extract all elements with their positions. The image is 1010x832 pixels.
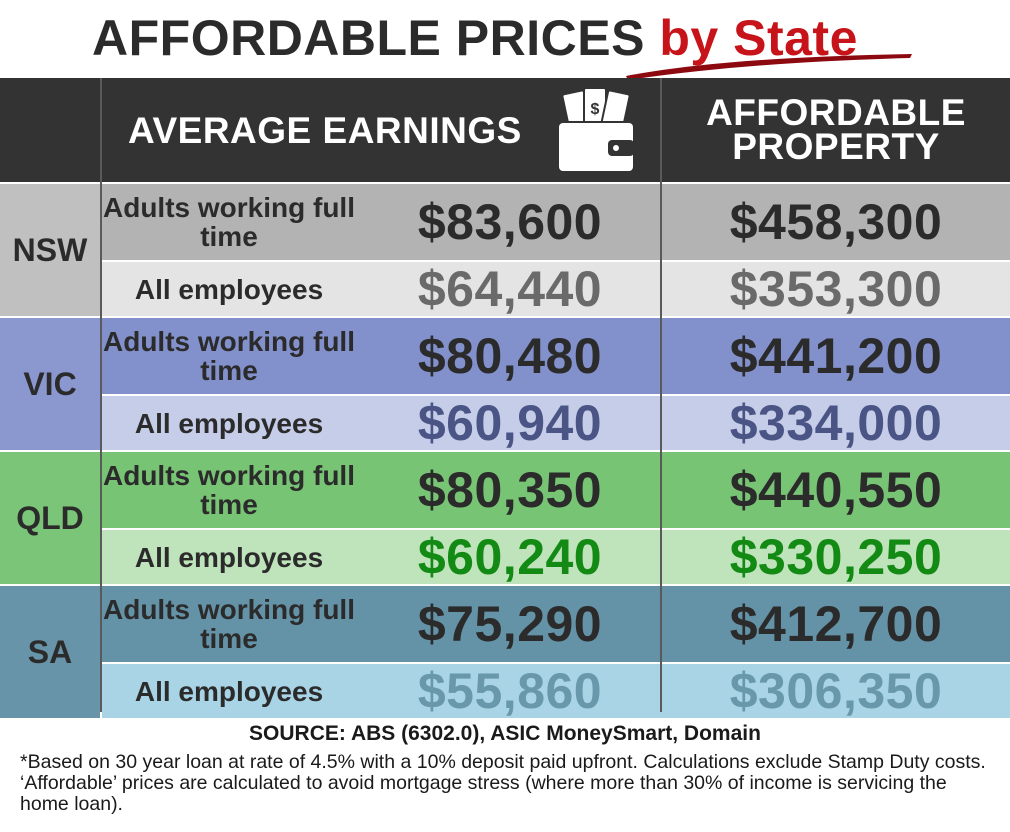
property-value: $441,200 [729, 328, 943, 384]
row-label: Adults working full time [103, 326, 355, 386]
earnings-value: $60,240 [417, 529, 603, 585]
table-row: All employees $60,240 $330,250 [102, 529, 1010, 585]
row-label: All employees [134, 541, 324, 573]
header-blank-cell [0, 78, 100, 182]
footnote: *Based on 30 year loan at rate of 4.5% w… [20, 751, 986, 815]
property-value: $334,000 [729, 395, 943, 451]
table-row: All employees $55,860 $306,350 [102, 663, 1010, 719]
column-divider [660, 78, 662, 712]
state-label-sa: SA [0, 586, 100, 718]
row-label: Adults working full time [103, 594, 355, 654]
property-value: $330,250 [729, 529, 943, 585]
state-label-nsw: NSW [0, 184, 100, 316]
row-label: All employees [134, 407, 324, 439]
table-row: All employees $64,440 $353,300 [102, 261, 1010, 317]
column-divider [100, 78, 102, 712]
header-property-cell: AFFORDABLE PROPERTY [662, 78, 1010, 182]
property-value: $353,300 [729, 261, 943, 317]
property-value: $306,350 [729, 663, 943, 719]
source-line: SOURCE: ABS (6302.0), ASIC MoneySmart, D… [249, 722, 761, 745]
page-title: AFFORDABLE PRICES by State [92, 8, 858, 68]
row-label: All employees [134, 273, 324, 305]
earnings-value: $60,940 [417, 395, 603, 451]
property-value: $458,300 [729, 194, 943, 250]
row-label: All employees [134, 675, 324, 707]
table-row: Adults working full time $75,290 $412,700 [102, 586, 1010, 662]
table-row: All employees $60,940 $334,000 [102, 395, 1010, 451]
underline-swoosh-icon [626, 54, 912, 80]
wallet-money-icon: $ [557, 87, 635, 173]
state-label-qld: QLD [0, 452, 100, 584]
price-table: AVERAGE EARNINGS $ AFFORDABLE PROPERTY NS… [0, 78, 1010, 719]
earnings-value: $75,290 [417, 596, 603, 652]
svg-text:$: $ [591, 101, 600, 118]
header-earnings-cell: AVERAGE EARNINGS $ [102, 78, 660, 182]
state-label-vic: VIC [0, 318, 100, 450]
title-area: AFFORDABLE PRICES by State [0, 0, 1010, 80]
row-label: Adults working full time [103, 460, 355, 520]
table-row: Adults working full time $80,350 $440,550 [102, 452, 1010, 528]
header-earnings: AVERAGE EARNINGS [128, 110, 522, 151]
earnings-value: $55,860 [417, 663, 603, 719]
title-main: AFFORDABLE PRICES [92, 10, 645, 66]
table-row: Adults working full time $80,480 $441,200 [102, 318, 1010, 394]
earnings-value: $80,350 [417, 462, 603, 518]
table-row: Adults working full time $83,600 $458,300 [102, 184, 1010, 260]
earnings-value: $83,600 [417, 194, 603, 250]
property-value: $412,700 [729, 596, 943, 652]
property-value: $440,550 [729, 462, 943, 518]
header-property: AFFORDABLE PROPERTY [706, 92, 966, 167]
row-label: Adults working full time [103, 192, 355, 252]
earnings-value: $64,440 [417, 261, 603, 317]
earnings-value: $80,480 [417, 328, 603, 384]
